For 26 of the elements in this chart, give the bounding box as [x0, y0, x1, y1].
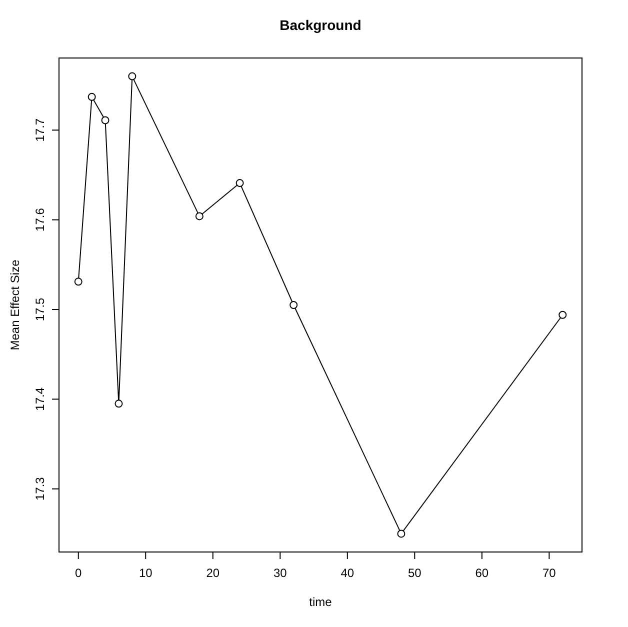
point [558, 310, 567, 319]
y-tick-label: 17.4 [33, 387, 47, 411]
x-tick-label: 70 [542, 566, 556, 580]
y-tick-label: 17.6 [33, 208, 47, 232]
point [236, 179, 244, 188]
x-tick-label: 60 [475, 566, 489, 580]
x-tick-label: 30 [273, 566, 288, 580]
point [74, 278, 82, 286]
chart-title: Background [280, 17, 362, 33]
x-tick-label: 50 [408, 566, 422, 580]
point [114, 400, 123, 408]
point [397, 530, 406, 538]
y-tick-label: 17.3 [33, 476, 47, 501]
point [128, 72, 136, 80]
y-tick-label: 17.7 [33, 118, 47, 142]
point [290, 301, 298, 309]
x-tick-label: 0 [75, 566, 82, 580]
point [101, 116, 110, 124]
y-tick-label: 17.5 [33, 297, 47, 322]
point [195, 212, 204, 220]
x-tick-label: 20 [206, 566, 220, 580]
y-axis-title: Mean Effect Size [8, 259, 22, 350]
x-tick-label: 40 [340, 566, 354, 580]
x-tick-label: 10 [138, 566, 153, 580]
point [88, 92, 96, 101]
x-axis-title: time [309, 595, 332, 609]
